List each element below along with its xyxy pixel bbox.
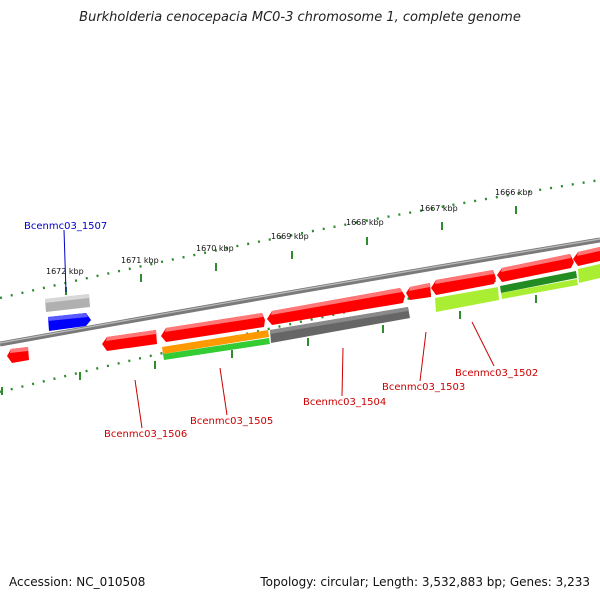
- gene-label-1503: Bcenmc03_1503: [382, 382, 465, 393]
- gene-label-1507: Bcenmc03_1507: [24, 221, 107, 232]
- gene-label-1504: Bcenmc03_1504: [303, 397, 386, 408]
- gene-lime-right-b: [578, 264, 600, 283]
- scale-label: 1669 kbp: [271, 232, 309, 241]
- scale-label: 1670 kbp: [196, 244, 234, 253]
- chromosome-backbone: [0, 237, 600, 347]
- map-title: Burkholderia cenocepacia MC0-3 chromosom…: [79, 10, 521, 25]
- gene-label-1505: Bcenmc03_1505: [190, 416, 273, 427]
- scale-label: 1668 kbp: [346, 218, 384, 227]
- gene-orange: [162, 330, 269, 354]
- label-leader-lines: [63, 229, 495, 429]
- scale-label: 1667 kbp: [420, 204, 458, 213]
- gene-label-1502: Bcenmc03_1502: [455, 368, 538, 379]
- inner-major-ticks: [1, 295, 537, 395]
- gene-lime-right-a: [501, 279, 578, 299]
- gene-green: [163, 338, 270, 360]
- reverse-features: [7, 264, 600, 363]
- scale-label: 1671 kbp: [121, 256, 159, 265]
- topology-summary: Topology: circular; Length: 3,532,883 bp…: [260, 575, 590, 589]
- scale-label: 1666 kbp: [495, 188, 533, 197]
- accession-text: Accession: NC_010508: [9, 575, 146, 589]
- gene-dark-green: [500, 271, 577, 293]
- gene-lime-1502: [435, 287, 499, 312]
- gene-label-1506: Bcenmc03_1506: [104, 429, 187, 440]
- forward-features: [45, 247, 600, 342]
